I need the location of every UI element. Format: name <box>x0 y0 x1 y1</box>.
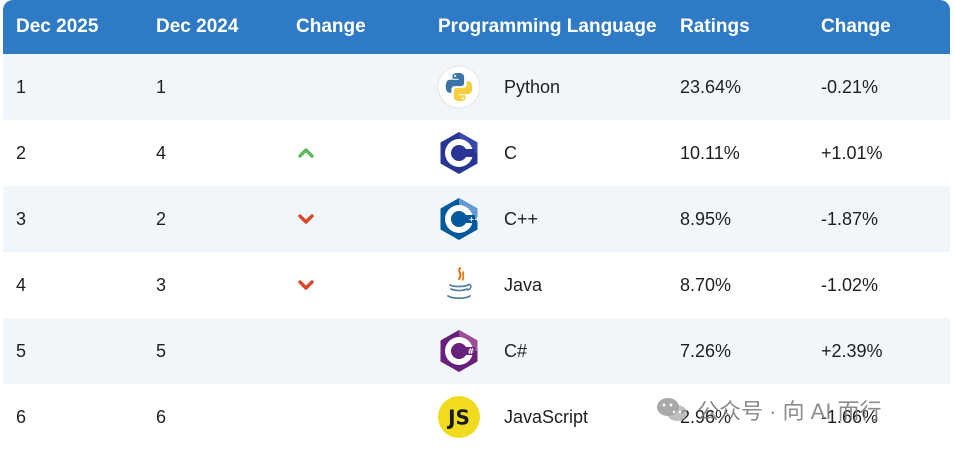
csharp-logo-icon: # <box>440 330 478 372</box>
rating-value: 2.96% <box>680 406 732 427</box>
current-rank: 4 <box>16 274 27 295</box>
previous-rank: 4 <box>156 142 167 163</box>
rating-change: -1.87% <box>821 208 879 229</box>
table-header: Dec 2025 Dec 2024 Change Programming Lan… <box>3 0 950 54</box>
rating-change: +1.01% <box>821 142 883 163</box>
previous-rank: 6 <box>156 406 167 427</box>
tiobe-index-table: Dec 2025 Dec 2024 Change Programming Lan… <box>3 0 950 449</box>
language-name[interactable]: C <box>504 142 517 163</box>
previous-rank: 5 <box>156 340 167 361</box>
rating-value: 7.26% <box>680 340 732 361</box>
header-rating-change[interactable]: Change <box>821 16 891 37</box>
current-rank: 6 <box>16 406 27 427</box>
previous-rank: 2 <box>156 208 167 229</box>
language-name[interactable]: Python <box>504 76 561 97</box>
header-change[interactable]: Change <box>296 16 366 37</box>
rating-value: 23.64% <box>680 76 742 97</box>
trend-up-icon <box>298 148 314 158</box>
svg-text:JS: JS <box>446 406 470 430</box>
table-row: 1 1 Python 23.64% -0.21% <box>3 54 950 120</box>
rating-value: 8.70% <box>680 274 732 295</box>
table-row: 4 3 Java 8.70% -1.02% <box>3 252 950 318</box>
previous-rank: 1 <box>156 76 167 97</box>
header-ratings[interactable]: Ratings <box>680 16 750 37</box>
svg-text:++: ++ <box>469 216 481 224</box>
header-language[interactable]: Programming Language <box>438 16 657 37</box>
rating-value: 10.11% <box>680 142 740 163</box>
rating-change: -1.66% <box>821 406 879 427</box>
language-name[interactable]: JavaScript <box>504 406 589 427</box>
language-name[interactable]: C++ <box>504 208 539 229</box>
table-row: 5 5 # C# 7.26% +2.39% <box>3 318 950 384</box>
rating-change: +2.39% <box>821 340 883 361</box>
rating-value: 8.95% <box>680 208 732 229</box>
table-row: 6 6 JS JavaScript 2.96% -1.66% <box>3 384 950 449</box>
trend-down-icon <box>298 214 314 224</box>
cpp-logo-icon: ++ <box>440 198 481 240</box>
java-logo-icon <box>447 267 472 300</box>
language-name[interactable]: C# <box>504 340 528 361</box>
current-rank: 3 <box>16 208 27 229</box>
python-logo-icon <box>437 65 481 109</box>
c-logo-icon <box>440 132 478 174</box>
rating-change: -1.02% <box>821 274 879 295</box>
rating-change: -0.21% <box>821 76 879 97</box>
svg-text:#: # <box>468 347 475 356</box>
previous-rank: 3 <box>156 274 167 295</box>
current-rank: 5 <box>16 340 27 361</box>
table-row: 3 2 ++ C++ 8.95% -1.87% <box>3 186 950 252</box>
language-name[interactable]: Java <box>504 274 543 295</box>
table-row: 2 4 C 10.11% +1.01% <box>3 120 950 186</box>
header-previous-month[interactable]: Dec 2024 <box>156 16 239 37</box>
javascript-logo-icon: JS <box>438 396 480 438</box>
trend-down-icon <box>298 280 314 290</box>
current-rank: 2 <box>16 142 27 163</box>
current-rank: 1 <box>16 76 27 97</box>
header-current-month[interactable]: Dec 2025 <box>16 16 99 37</box>
